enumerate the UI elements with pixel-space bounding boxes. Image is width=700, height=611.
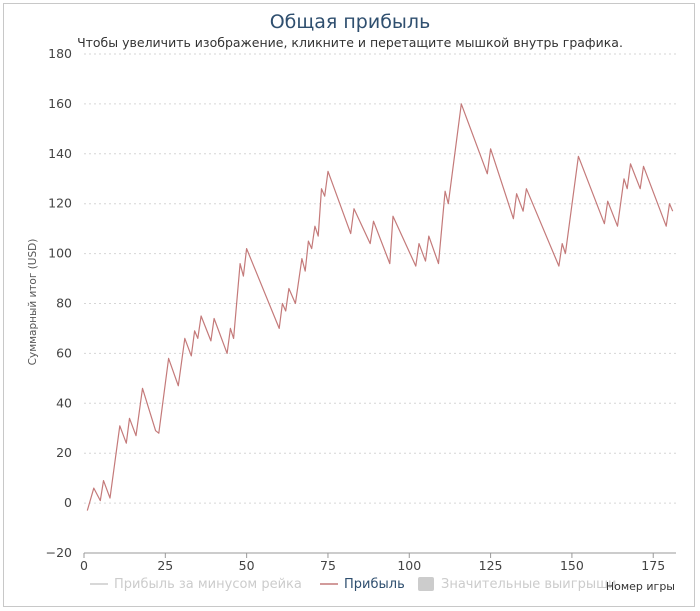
y-tick-label: 120: [48, 196, 72, 211]
chart-subtitle: Чтобы увеличить изображение, кликните и …: [77, 35, 623, 50]
y-axis-label: Суммарный итог (USD): [27, 239, 39, 366]
y-tick-label: 80: [56, 296, 72, 311]
chart-title: Общая прибыль: [270, 11, 431, 33]
x-tick-label: 150: [560, 558, 584, 573]
x-tick-label: 0: [80, 558, 88, 573]
legend-label: Прибыль: [344, 577, 405, 592]
y-tick-label: 160: [48, 96, 72, 111]
y-tick-labels: 180 160 140 120 100 80 60 40 20 0 −20: [46, 46, 72, 560]
y-tick-label: −20: [46, 545, 72, 560]
legend-label: Значительные выигрыши: [441, 577, 616, 592]
y-tick-label: 60: [56, 345, 72, 360]
legend-item[interactable]: Прибыль за минусом рейка: [90, 577, 302, 592]
series-line-profit[interactable]: [86, 103, 674, 511]
y-tick-label: 180: [48, 46, 72, 61]
y-tick-label: 140: [48, 146, 72, 161]
x-tick-label: 75: [320, 558, 336, 573]
x-tick-labels: 0 25 50 75 100 125 150 175: [80, 558, 665, 573]
x-tick-label: 25: [157, 558, 173, 573]
x-tick-label: 125: [479, 558, 503, 573]
x-tick-label: 100: [397, 558, 421, 573]
y-tick-label: 100: [48, 246, 72, 261]
grid-layer: [84, 53, 676, 504]
x-axis-label: Номер игры: [606, 580, 675, 593]
x-tick-label: 175: [641, 558, 665, 573]
legend-box-icon: [418, 577, 434, 591]
y-tick-label: 0: [64, 495, 72, 510]
x-tick-label: 50: [239, 558, 255, 573]
axis-layer: [83, 552, 676, 558]
legend-item[interactable]: Значительные выигрыши: [418, 577, 616, 592]
legend-label: Прибыль за минусом рейка: [114, 577, 302, 592]
legend-item[interactable]: Прибыль: [320, 577, 405, 592]
legend: Прибыль за минусом рейка Прибыль Значитель…: [90, 577, 616, 592]
y-tick-label: 20: [56, 445, 72, 460]
y-tick-label: 40: [56, 395, 72, 410]
series-layer: [86, 103, 674, 511]
